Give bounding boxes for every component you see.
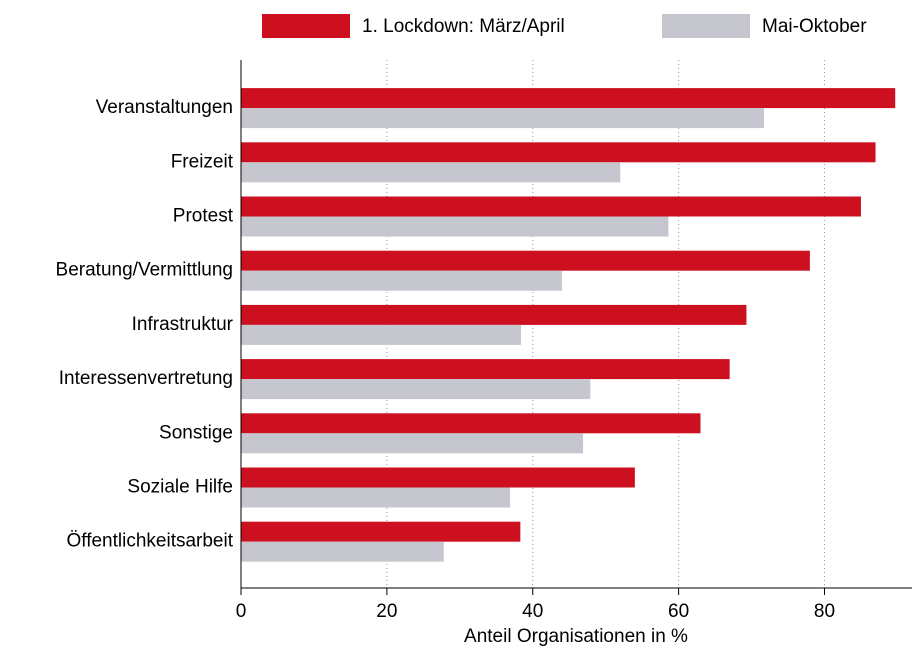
bar xyxy=(241,324,522,345)
x-tick-label: 20 xyxy=(376,601,397,622)
x-tick-label: 40 xyxy=(522,601,543,622)
bar xyxy=(241,413,701,434)
y-tick-label: Veranstaltungen xyxy=(96,97,233,118)
bar xyxy=(241,433,584,454)
legend-label: Mai-Oktober xyxy=(762,16,867,37)
bar xyxy=(241,304,747,325)
y-tick-label: Protest xyxy=(173,206,234,227)
y-tick-label: Öffentlichkeitsarbeit xyxy=(66,531,233,552)
legend-swatch xyxy=(262,14,350,38)
y-tick-label: Interessenvertretung xyxy=(59,368,233,389)
bar xyxy=(241,88,896,109)
bar xyxy=(241,487,511,508)
bar xyxy=(241,250,810,271)
x-tick-label: 80 xyxy=(814,601,835,622)
bar xyxy=(241,108,764,129)
legend-swatch xyxy=(662,14,750,38)
bar xyxy=(241,521,521,542)
y-tick-label: Sonstige xyxy=(159,422,233,443)
x-tick-label: 60 xyxy=(668,601,689,622)
bar xyxy=(241,216,669,237)
bar xyxy=(241,142,876,163)
x-tick-label: 0 xyxy=(236,601,247,622)
bar xyxy=(241,196,861,217)
y-tick-label: Beratung/Vermittlung xyxy=(56,260,233,281)
y-tick-label: Soziale Hilfe xyxy=(127,477,233,498)
bar xyxy=(241,162,621,183)
bar xyxy=(241,379,591,400)
bar xyxy=(241,541,444,562)
y-tick-label: Infrastruktur xyxy=(132,314,234,335)
bar xyxy=(241,359,730,380)
bar xyxy=(241,467,635,488)
x-axis-label: Anteil Organisationen in % xyxy=(464,626,688,647)
bar xyxy=(241,270,562,291)
legend-label: 1. Lockdown: März/April xyxy=(362,16,565,37)
y-tick-label: Freizeit xyxy=(171,151,234,172)
